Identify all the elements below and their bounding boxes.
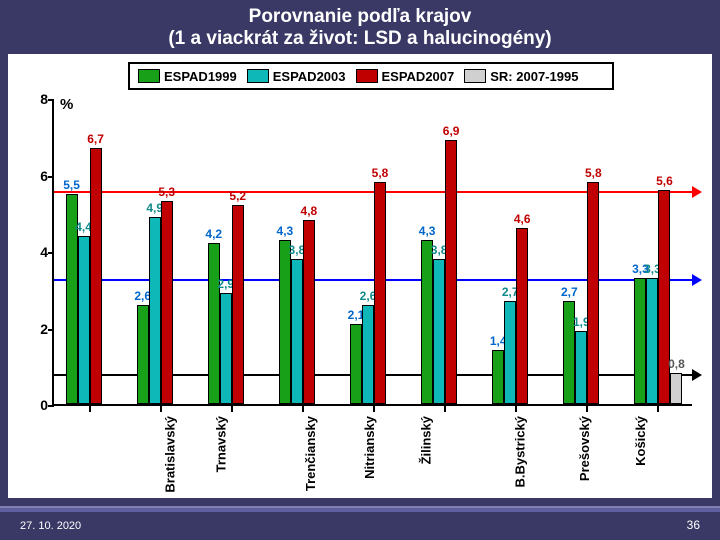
x-tick-mark — [89, 406, 91, 412]
bar — [161, 201, 173, 404]
legend: ESPAD1999 ESPAD2003 ESPAD2007 SR: 2007-1995 — [128, 62, 614, 90]
x-category-label: B.Bystrický — [513, 416, 528, 488]
bar — [516, 228, 528, 404]
bar — [421, 240, 433, 404]
legend-swatch — [247, 69, 269, 83]
x-category-label: Košický — [633, 416, 648, 466]
bar — [374, 182, 386, 404]
bar — [78, 236, 90, 404]
y-tick-label: 2 — [26, 321, 48, 337]
bar — [670, 373, 682, 404]
legend-item: ESPAD1999 — [138, 69, 237, 84]
x-category-label: Bratislavský — [162, 416, 177, 493]
x-category-label: Prešovský — [577, 416, 592, 481]
bar — [634, 278, 646, 404]
legend-item: ESPAD2003 — [247, 69, 346, 84]
bar — [232, 205, 244, 404]
bar — [90, 148, 102, 404]
bar-value-label: 2,7 — [561, 285, 578, 299]
bar — [362, 305, 374, 404]
bar-value-label: 4,3 — [419, 224, 436, 238]
x-tick-mark — [586, 406, 588, 412]
legend-label: ESPAD1999 — [164, 69, 237, 84]
y-tick-mark — [48, 176, 54, 178]
x-tick-mark — [657, 406, 659, 412]
x-tick-mark — [444, 406, 446, 412]
legend-item: ESPAD2007 — [356, 69, 455, 84]
title-line1: Porovnanie podľa krajov — [249, 6, 472, 27]
y-tick-label: 4 — [26, 244, 48, 260]
bar — [646, 278, 658, 404]
x-category-label: Žilinský — [418, 416, 433, 464]
legend-label: ESPAD2003 — [273, 69, 346, 84]
page-title: Porovnanie podľa krajov (1 a viackrát za… — [0, 6, 720, 50]
footer-bar: 27. 10. 2020 36 — [0, 506, 720, 540]
x-tick-mark — [515, 406, 517, 412]
bar — [149, 217, 161, 404]
footer-divider — [0, 508, 720, 512]
bar-value-label: 4,6 — [514, 212, 531, 226]
y-tick-label: 0 — [26, 397, 48, 413]
bar — [504, 301, 516, 404]
reference-arrow — [692, 274, 702, 286]
x-category-label: Nitriansky — [362, 416, 377, 479]
y-tick-label: 8 — [26, 91, 48, 107]
legend-swatch — [138, 69, 160, 83]
bar — [445, 140, 457, 404]
bar — [137, 305, 149, 404]
x-tick-mark — [373, 406, 375, 412]
x-tick-mark — [231, 406, 233, 412]
title-area: Porovnanie podľa krajov (1 a viackrát za… — [0, 0, 720, 54]
x-category-label: Trenčiansky — [303, 416, 318, 491]
bar-value-label: 0,8 — [668, 357, 685, 371]
reference-arrow — [692, 186, 702, 198]
bar — [492, 350, 504, 404]
legend-swatch — [356, 69, 378, 83]
chart-container: ESPAD1999 ESPAD2003 ESPAD2007 SR: 2007-1995… — [8, 54, 712, 498]
y-tick-mark — [48, 329, 54, 331]
bar — [291, 259, 303, 404]
bar — [279, 240, 291, 404]
bar — [303, 220, 315, 404]
bar-value-label: 5,2 — [229, 189, 246, 203]
bar — [587, 182, 599, 404]
legend-label: ESPAD2007 — [382, 69, 455, 84]
y-tick-mark — [48, 99, 54, 101]
legend-item: SR: 2007-1995 — [464, 69, 578, 84]
reference-arrow — [692, 369, 702, 381]
bar — [350, 324, 362, 404]
bar-value-label: 6,9 — [443, 124, 460, 138]
bar-value-label: 4,8 — [301, 204, 318, 218]
bar-value-label: 5,3 — [158, 185, 175, 199]
footer-date: 27. 10. 2020 — [20, 520, 81, 532]
y-tick-mark — [48, 252, 54, 254]
legend-label: SR: 2007-1995 — [490, 69, 578, 84]
bar-value-label: 5,5 — [63, 178, 80, 192]
footer-page: 36 — [687, 518, 700, 532]
x-category-label: Trnavský — [213, 416, 228, 472]
bar — [220, 293, 232, 404]
plot-area: 024685,54,46,7Bratislavský2,64,95,3Trnav… — [52, 100, 692, 406]
bar — [433, 259, 445, 404]
x-tick-mark — [302, 406, 304, 412]
bar-value-label: 5,6 — [656, 174, 673, 188]
y-tick-label: 6 — [26, 168, 48, 184]
bar — [575, 331, 587, 404]
bar — [658, 190, 670, 404]
y-tick-mark — [48, 405, 54, 407]
bar-value-label: 4,2 — [205, 227, 222, 241]
legend-swatch — [464, 69, 486, 83]
bar-value-label: 4,3 — [277, 224, 294, 238]
title-line2: (1 a viackrát za život: LSD a halucinogé… — [168, 28, 551, 49]
bar-value-label: 5,8 — [372, 166, 389, 180]
bar — [208, 243, 220, 404]
x-tick-mark — [160, 406, 162, 412]
bar-value-label: 6,7 — [87, 132, 104, 146]
bar-value-label: 5,8 — [585, 166, 602, 180]
